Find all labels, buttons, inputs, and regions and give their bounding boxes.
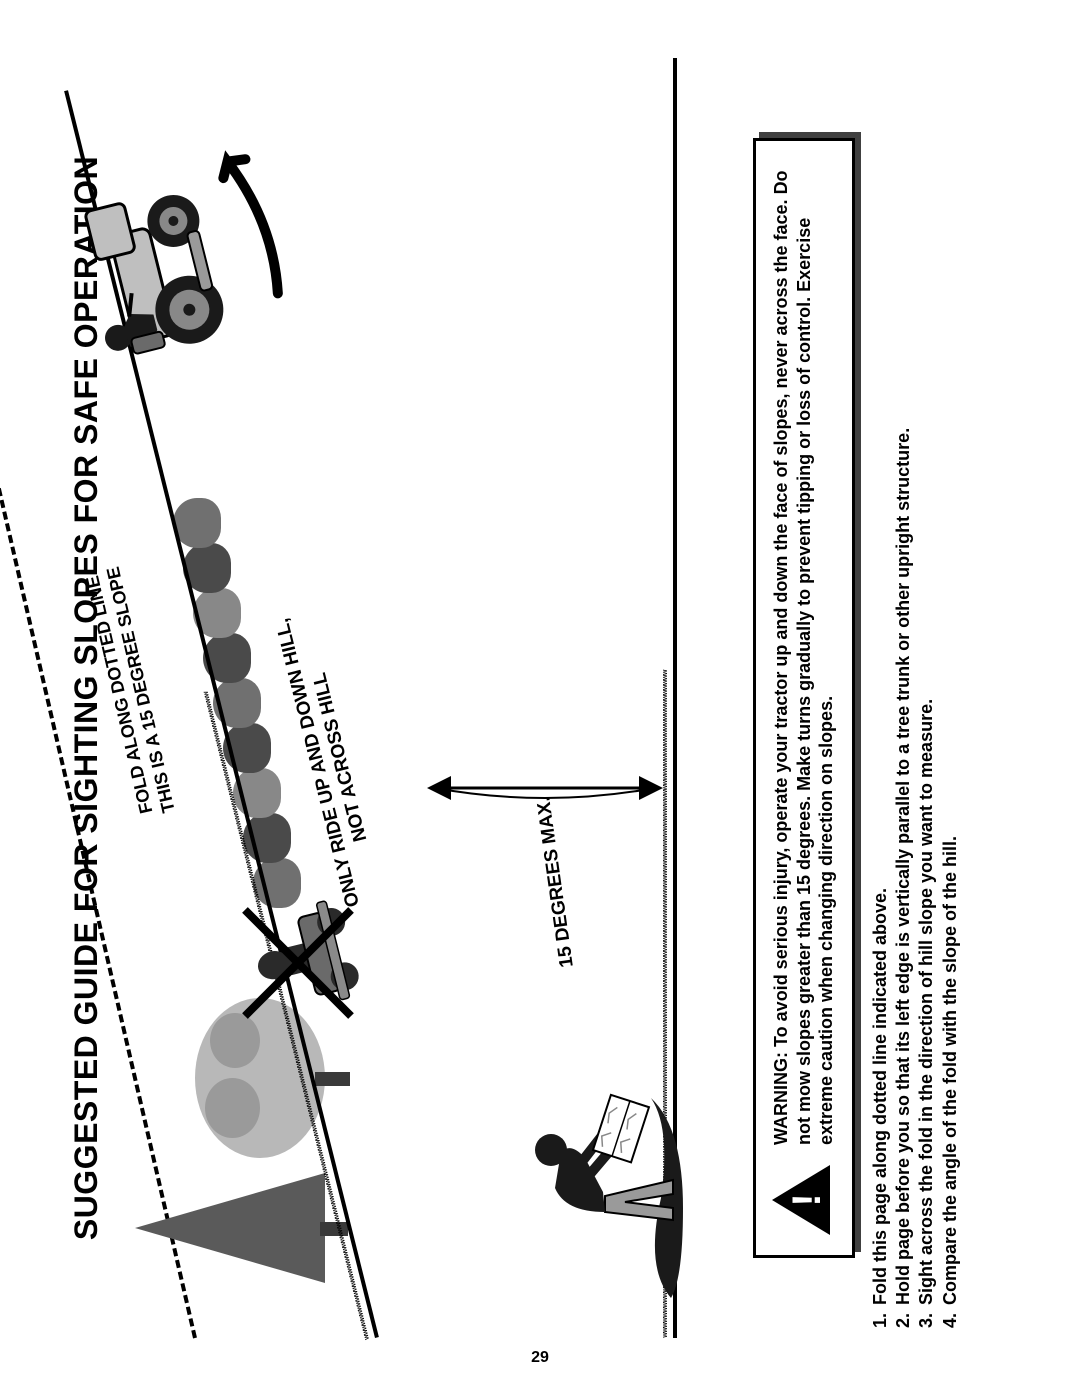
instruction-text: Compare the angle of the fold with the s…	[939, 836, 962, 1305]
instruction-item: 1. Fold this page along dotted line indi…	[869, 68, 892, 1328]
instructions-list: 1. Fold this page along dotted line indi…	[869, 68, 963, 1328]
warning-triangle-icon: !	[770, 1163, 834, 1237]
slope-diagram: FOLD ALONG DOTTED LINE THIS IS A 15 DEGR…	[115, 58, 735, 1338]
round-tree-icon	[205, 1078, 260, 1138]
instruction-item: 2. Hold page before you so that its left…	[892, 68, 915, 1328]
warning-text: WARNING: To avoid serious injury, operat…	[770, 159, 838, 1145]
instruction-number: 1.	[869, 1313, 892, 1328]
instruction-number: 4.	[939, 1313, 962, 1328]
person-sighting-icon	[485, 1088, 690, 1308]
rotated-landscape-page: SUGGESTED GUIDE FOR SIGHTING SLOPES FOR …	[60, 48, 1020, 1348]
instruction-item: 3. Sight across the fold in the directio…	[915, 68, 938, 1328]
instruction-text: Hold page before you so that its left ed…	[892, 428, 915, 1305]
instruction-text: Sight across the fold in the direction o…	[915, 699, 938, 1305]
svg-text:!: !	[785, 1193, 829, 1206]
cross-out-icon	[223, 888, 373, 1038]
warning-heading: WARNING:	[771, 1052, 791, 1145]
instruction-number: 3.	[915, 1313, 938, 1328]
warning-body: To avoid serious injury, operate your tr…	[771, 170, 836, 1145]
page-number: 29	[531, 1349, 549, 1367]
instruction-text: Fold this page along dotted line indicat…	[869, 888, 892, 1305]
conifer-tree-icon	[135, 1173, 325, 1283]
tree-trunk-icon	[315, 1072, 350, 1086]
instruction-item: 4. Compare the angle of the fold with th…	[939, 68, 962, 1328]
warning-box: ! WARNING: To avoid serious injury, oper…	[753, 138, 855, 1258]
instruction-number: 2.	[892, 1313, 915, 1328]
